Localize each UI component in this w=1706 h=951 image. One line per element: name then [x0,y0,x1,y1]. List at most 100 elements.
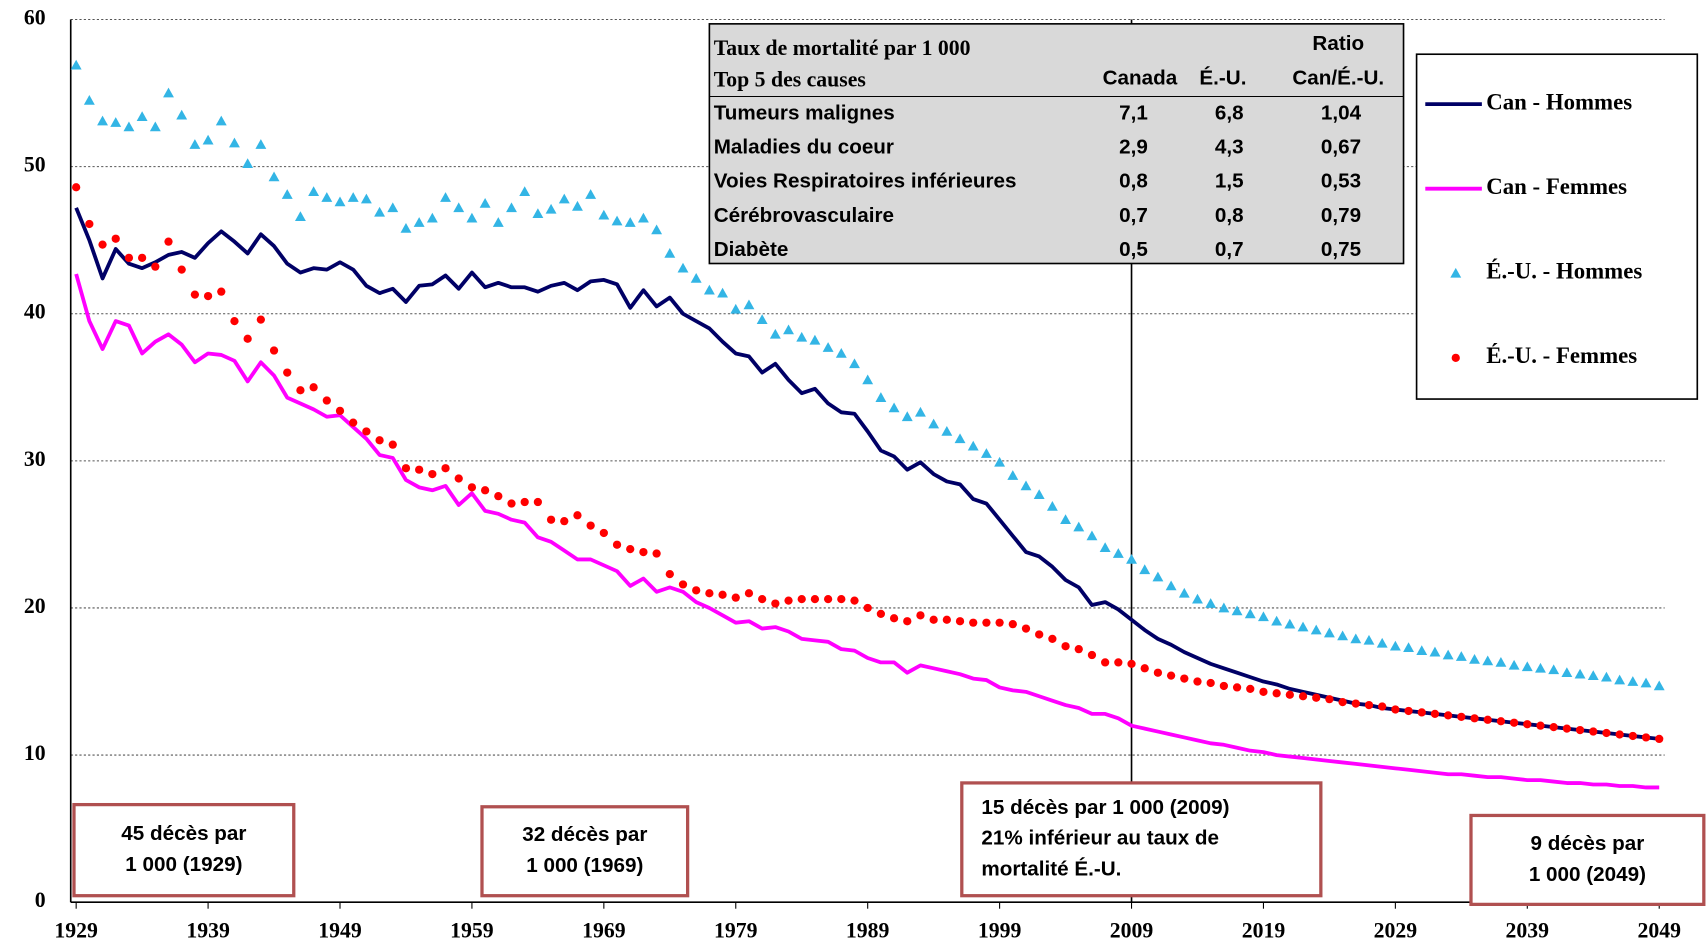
triangle-marker [321,192,333,202]
dot-marker [652,549,661,558]
dot-marker [1101,658,1110,667]
dot-marker [1470,714,1479,723]
triangle-marker [189,139,201,149]
dot-marker [731,593,740,602]
table-column: Ratio [1312,32,1364,55]
triangle-marker [1284,618,1296,629]
triangle-marker [1653,680,1665,691]
dot-marker [1114,658,1123,667]
dot-marker [1523,720,1532,729]
table-column: Can/É.-U. [1292,67,1384,90]
table-cause: Maladies du coeur [714,135,894,158]
triangle-marker [1046,501,1058,511]
dot-marker [837,595,846,604]
triangle-marker [769,328,781,339]
legend-swatch [1450,267,1462,278]
triangle-marker [1561,667,1573,678]
table-value: 0,75 [1321,238,1361,261]
triangle-marker [242,158,254,169]
triangle-marker [163,87,174,98]
dot-marker [1074,645,1083,654]
x-tick-label: 2039 [1506,919,1550,943]
triangle-marker [1389,640,1401,651]
triangle-marker [1350,633,1362,644]
triangle-marker [492,217,504,227]
table-cause: Voies Respiratoires inférieures [714,170,1017,193]
triangle-marker [1469,654,1480,664]
annotation-box [960,781,1323,898]
y-tick-label: 20 [24,594,46,618]
dot-marker [876,609,886,618]
annotation-text: 1 000 (2049) [1529,863,1646,886]
x-tick-label: 2009 [1110,919,1154,943]
dot-marker [151,262,160,271]
dot-marker [1166,671,1176,680]
triangle-marker [624,217,636,227]
annotation-text: mortalité É.-U. [981,858,1121,881]
legend-label: Can - Femmes [1486,174,1627,199]
triangle-marker [1218,602,1230,613]
dot-marker [1061,642,1070,651]
triangle-marker [176,109,188,120]
triangle-marker [743,299,755,310]
x-tick-label: 1929 [54,919,98,943]
dot-marker [1325,695,1334,704]
triangle-marker [426,212,438,223]
dot-marker [283,368,292,377]
dot-marker [1048,634,1057,643]
dot-marker [494,492,503,501]
triangle-marker [1007,470,1019,480]
dot-marker [692,586,701,595]
dot-marker [415,465,424,474]
triangle-marker [717,287,729,298]
dot-marker [546,515,556,524]
dot-marker [599,528,608,538]
triangle-marker [545,203,557,214]
triangle-marker [1403,642,1415,653]
table-value: 6,8 [1215,101,1244,124]
triangle-marker [888,402,900,413]
dot-marker [533,497,543,507]
triangle-marker [374,206,386,217]
triangle-marker [783,324,794,335]
triangle-marker [1271,615,1283,626]
dot-marker [1562,724,1572,733]
dot-marker [1193,677,1202,686]
triangle-marker [862,374,874,385]
triangle-marker [967,440,979,451]
dot-marker [1628,731,1637,741]
dot-marker [1298,692,1308,701]
dot-marker [441,464,450,473]
dot-marker [124,253,134,262]
dot-marker [256,315,265,324]
triangle-marker [466,212,478,223]
triangle-marker [334,196,346,207]
dot-marker [230,316,239,326]
table-cause: Tumeurs malignes [714,101,895,124]
dot-marker [1364,700,1374,710]
series-line [74,273,1660,790]
dot-marker [1259,687,1268,696]
dot-marker [1615,730,1624,739]
triangle-marker [558,193,570,204]
dot-marker [639,547,648,557]
annotation-text: 32 décès par [522,823,647,846]
triangle-marker [1020,480,1032,491]
triangle-marker [822,342,834,352]
dot-marker [137,253,147,262]
dot-marker [573,511,582,520]
triangle-marker [453,202,465,213]
triangle-marker [400,222,412,233]
dot-marker [903,617,912,626]
triangle-marker [506,202,517,213]
dot-marker [164,237,173,246]
dot-marker [929,615,938,624]
dot-marker [1575,725,1585,735]
triangle-marker [875,392,887,402]
table-value: 0,67 [1321,135,1361,158]
triangle-marker [97,115,108,126]
triangle-marker [519,186,531,196]
triangle-marker [1126,554,1137,564]
dot-marker [388,440,397,449]
